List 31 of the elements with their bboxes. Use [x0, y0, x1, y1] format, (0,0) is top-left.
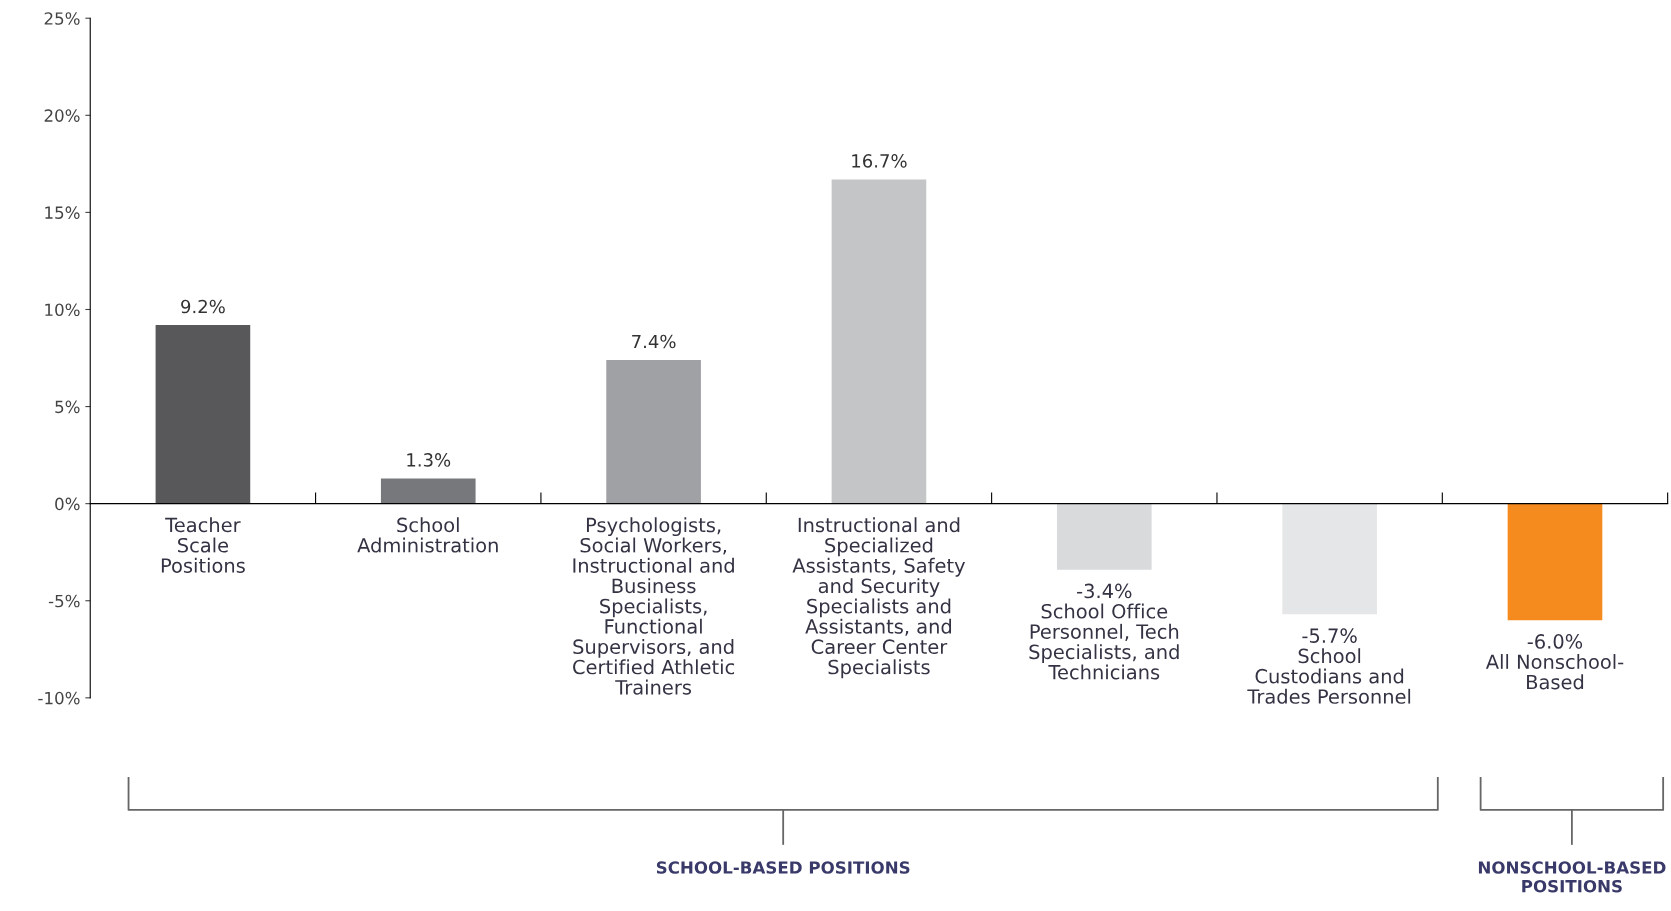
data-label: 1.3% [407, 453, 451, 467]
data-label: -5.7% [1302, 628, 1357, 643]
bar [380, 478, 476, 504]
bar [831, 179, 927, 504]
data-label: -3.4% [1077, 583, 1132, 599]
data-label: 7.4% [632, 334, 676, 349]
y-tick-label: 20% [44, 109, 80, 122]
x-tick-label: School Administration [357, 517, 498, 553]
bar [1056, 503, 1152, 570]
bar [1507, 503, 1603, 621]
y-tick-label: 5% [55, 400, 80, 414]
data-label: 9.2% [181, 299, 225, 314]
data-label: 16.7% [852, 154, 907, 168]
text: NONSCHOOL-BASED POSITIONS [1478, 861, 1666, 893]
x-tick-label: School Custodians and Trades Personnel [1247, 648, 1411, 704]
x-tick-label: Instructional and Specialized Assistants, Safety and Security Specialists and Assistants, and Career Center Specialists [792, 517, 966, 679]
x-tick-label: All Nonschool- Based [1485, 654, 1624, 690]
y-tick-label: 10% [45, 303, 80, 317]
data-label: -6.0% [1527, 634, 1583, 649]
y-tick-label: -5% [48, 594, 80, 608]
y-tick-label: 0% [55, 497, 80, 511]
bar [606, 359, 701, 504]
bar [1282, 503, 1377, 615]
y-tick-label: 25% [44, 12, 80, 25]
bar [155, 325, 251, 504]
x-tick-label: School Office Personnel, Tech Specialists, and Technicians [1029, 603, 1179, 680]
y-tick-label: -10% [38, 691, 80, 705]
y-tick-label: 15% [45, 206, 80, 219]
text: SCHOOL-BASED POSITIONS [656, 861, 910, 874]
x-tick-label: Teacher Scale Positions [161, 517, 245, 573]
category-label: Psychologists, Social Workers, Instructional and Business Specialists, Functional Supervisors, and Certified Athletic Trainers [573, 517, 735, 695]
